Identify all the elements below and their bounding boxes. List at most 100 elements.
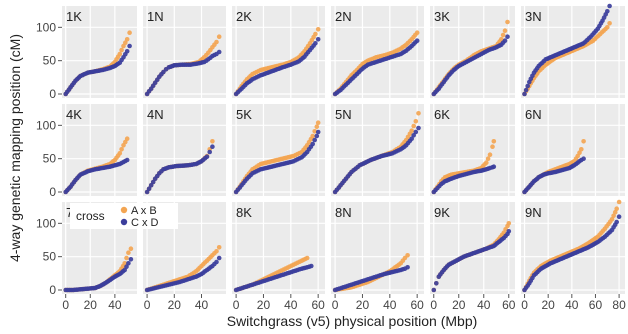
point-cd — [309, 263, 314, 269]
point-ab — [612, 209, 618, 215]
y-tick-label: 50 — [43, 54, 57, 68]
point-ab — [616, 199, 622, 205]
point-ab — [506, 221, 512, 226]
legend-title: cross — [76, 209, 105, 223]
point-ab — [611, 213, 616, 219]
panel-1K: 1K — [62, 6, 137, 98]
panel-label: 6K — [434, 107, 450, 122]
y-tick-label: 0 — [49, 87, 56, 101]
panel-label: 8K — [236, 205, 252, 220]
x-tick-label: 20 — [168, 298, 182, 312]
point-ab — [312, 129, 318, 134]
y-axis-title: 4-way genetic mapping position (cM) — [7, 34, 23, 262]
point-cd — [581, 156, 586, 161]
panel-9K: 9K — [430, 202, 515, 294]
x-axis-title: Switchgrass (v5) physical position (Mbp) — [227, 313, 478, 329]
point-cd — [204, 154, 210, 159]
point-cd — [414, 38, 420, 43]
panel-8K: 8K — [232, 202, 325, 294]
point-cd — [127, 43, 132, 49]
panel-label: 3N — [525, 9, 542, 24]
point-ab — [124, 136, 130, 141]
point-cd — [491, 164, 497, 169]
x-tick-label: 20 — [257, 298, 271, 312]
y-tick-label: 0 — [49, 185, 56, 199]
point-ab — [411, 123, 417, 129]
panel-label: 4N — [147, 107, 164, 122]
legend-label-cd: C x D — [131, 217, 159, 229]
point-cd — [616, 214, 622, 219]
panel-background — [143, 104, 226, 196]
point-cd — [207, 149, 212, 155]
point-cd — [124, 49, 130, 54]
x-tick-label: 20 — [84, 298, 98, 312]
point-cd — [150, 179, 156, 185]
point-cd — [605, 9, 610, 14]
point-ab — [117, 151, 123, 156]
point-cd — [413, 129, 419, 135]
point-cd — [148, 183, 154, 188]
panel-label: 2K — [236, 9, 252, 24]
x-tick-label: 20 — [356, 298, 370, 312]
point-cd — [523, 87, 529, 93]
x-tick-label: 0 — [144, 298, 151, 312]
point-cd — [416, 125, 421, 131]
x-tick-label: 20 — [452, 298, 466, 312]
panel-6N: 6N — [521, 104, 625, 196]
y-tick-label: 0 — [49, 283, 56, 297]
x-tick-label: 40 — [284, 298, 298, 312]
point-cd — [522, 91, 527, 97]
point-cd — [126, 261, 131, 266]
point-ab — [409, 128, 415, 133]
point-cd — [312, 137, 318, 143]
legend-label-ab: A x B — [131, 205, 157, 217]
point-cd — [128, 257, 134, 262]
panel-4K: 4K — [62, 104, 137, 196]
panel-5N: 5N — [331, 104, 424, 196]
point-ab — [123, 40, 128, 45]
panel-label: 3K — [434, 9, 450, 24]
x-tick-label: 60 — [589, 298, 603, 312]
point-ab — [581, 139, 586, 144]
point-ab — [304, 255, 310, 261]
point-ab — [210, 139, 215, 144]
point-cd — [607, 3, 612, 9]
point-ab — [487, 152, 493, 157]
x-tick-label: 0 — [62, 298, 69, 312]
point-ab — [315, 120, 321, 125]
panel-2N: 2N — [331, 6, 424, 98]
point-ab — [126, 250, 131, 255]
point-ab — [405, 253, 410, 258]
legend-key-ab — [120, 206, 128, 214]
point-ab — [122, 261, 127, 266]
point-ab — [119, 147, 124, 152]
panel-1N: 1N — [143, 6, 226, 98]
point-ab — [579, 147, 584, 152]
panel-label: 4K — [66, 107, 82, 122]
point-cd — [614, 219, 619, 225]
y-axis: 0 50 100 0 50 100 0 50 100 — [36, 20, 62, 297]
point-cd — [124, 264, 129, 270]
panel-4N: 4N — [143, 104, 226, 196]
panel-label: 8N — [335, 205, 352, 220]
point-ab — [216, 34, 222, 39]
point-ab — [484, 160, 489, 165]
x-tick-label: 80 — [612, 298, 626, 312]
point-ab — [313, 31, 318, 37]
y-tick-label: 100 — [36, 216, 56, 230]
x-axis: 0 20 40 0 20 40 0 20 40 60 0 20 40 60 0 20 40 60 0 20 40 60 80 — [62, 294, 626, 312]
point-ab — [500, 32, 506, 38]
x-tick-label: 60 — [502, 298, 516, 312]
y-tick-label: 100 — [36, 118, 56, 132]
point-cd — [313, 41, 318, 46]
panel-8N: 8N — [331, 202, 424, 294]
point-ab — [413, 119, 419, 124]
y-tick-label: 50 — [43, 152, 57, 166]
panel-background — [232, 202, 325, 294]
panel-label: 2N — [335, 9, 352, 24]
y-tick-label: 100 — [36, 20, 56, 34]
point-ab — [314, 124, 320, 129]
x-tick-label: 0 — [332, 298, 339, 312]
point-ab — [119, 47, 124, 53]
